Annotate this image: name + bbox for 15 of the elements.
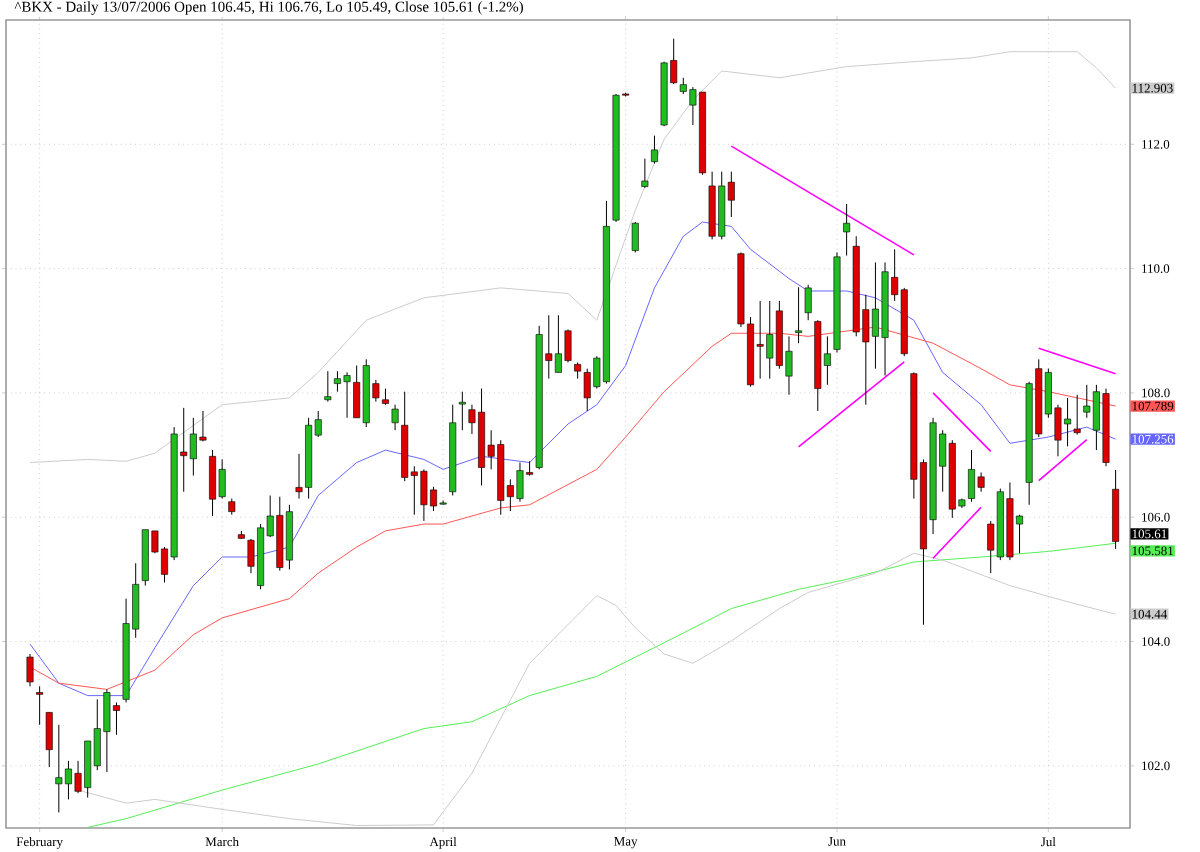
candlestick (641, 158, 649, 189)
candlestick (631, 221, 639, 253)
line-series (29, 51, 1117, 464)
candlestick (391, 404, 399, 431)
candlestick (45, 711, 53, 768)
candlestick (843, 203, 851, 257)
candlestick (36, 685, 44, 726)
candlestick (1073, 394, 1081, 436)
candlestick (651, 135, 658, 165)
candlestick (458, 391, 466, 431)
line-series (29, 221, 1117, 697)
candlestick (26, 653, 34, 687)
candlestick (795, 286, 803, 344)
candlestick (324, 370, 332, 403)
candlestick (804, 284, 812, 321)
